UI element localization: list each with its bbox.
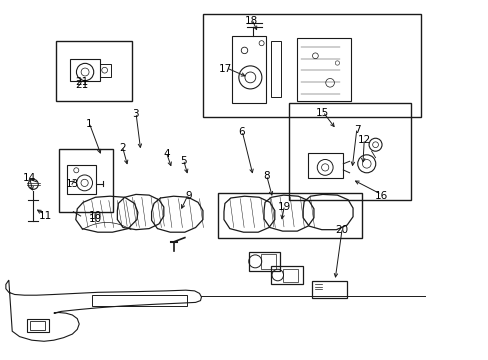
Bar [261, 254, 275, 269]
Bar [67, 165, 96, 194]
Bar [30, 321, 45, 330]
Text: 6: 6 [238, 127, 245, 138]
Bar [27, 319, 49, 332]
Bar [59, 149, 113, 212]
Bar [70, 59, 100, 81]
Bar [56, 41, 132, 101]
Bar [100, 64, 110, 77]
Text: 11: 11 [38, 211, 52, 221]
Text: 17: 17 [219, 64, 232, 74]
Text: 14: 14 [22, 173, 36, 183]
Bar [311, 281, 346, 298]
Text: 12: 12 [357, 135, 370, 145]
Bar [203, 14, 420, 117]
Bar [282, 269, 298, 282]
Text: 10: 10 [89, 211, 102, 221]
Text: 1: 1 [85, 119, 92, 129]
Bar [217, 193, 361, 238]
Text: 13: 13 [65, 179, 79, 189]
Text: 16: 16 [374, 191, 387, 201]
Bar [249, 252, 279, 271]
Text: 2: 2 [119, 143, 125, 153]
Text: 21: 21 [75, 80, 89, 90]
Text: 7: 7 [353, 125, 360, 135]
Bar [271, 266, 303, 284]
Bar [307, 153, 343, 178]
Bar [288, 103, 410, 200]
Text: 10: 10 [89, 214, 102, 224]
Bar [271, 41, 281, 97]
Text: 18: 18 [244, 16, 258, 26]
Text: 9: 9 [184, 191, 191, 201]
Bar [232, 36, 265, 103]
Text: 5: 5 [180, 156, 186, 166]
Bar [92, 295, 187, 306]
Text: 4: 4 [163, 149, 169, 159]
Bar [296, 38, 350, 101]
Text: 21: 21 [75, 77, 89, 87]
Text: 20: 20 [335, 225, 348, 235]
Text: 19: 19 [277, 202, 291, 212]
Text: 3: 3 [132, 109, 139, 120]
Text: 15: 15 [315, 108, 329, 118]
Text: 8: 8 [263, 171, 269, 181]
